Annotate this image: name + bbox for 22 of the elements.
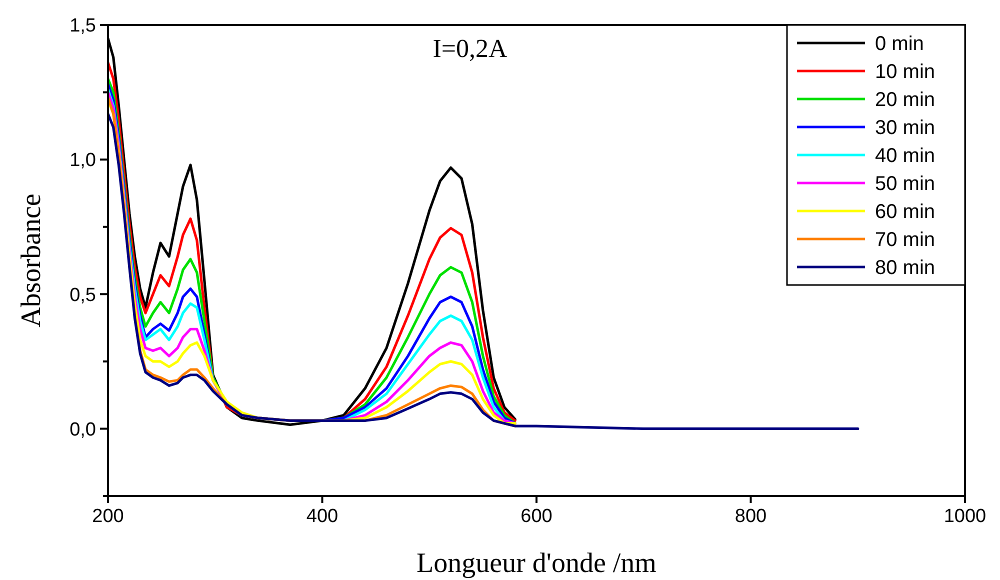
- line-series: [108, 112, 860, 430]
- legend-label: 30 min: [875, 117, 936, 139]
- x-tick-label: 600: [520, 506, 552, 527]
- x-tick-label: 200: [92, 506, 124, 527]
- y-tick-label: 0,0: [70, 419, 96, 440]
- y-tick-label: 0,5: [70, 284, 96, 306]
- legend-label: 10 min: [875, 61, 936, 83]
- x-tick-label: 400: [306, 506, 338, 527]
- chart-title: I=0,2A: [432, 34, 508, 63]
- legend-label: 40 min: [875, 145, 936, 167]
- legend-label: 60 min: [875, 201, 936, 223]
- y-axis-title: Absorbance: [16, 194, 47, 328]
- y-tick-label: 1,5: [70, 16, 96, 37]
- x-axis-title: Longueur d'onde /nm: [416, 548, 657, 579]
- legend-label: 20 min: [875, 89, 936, 111]
- x-tick-label: 800: [734, 506, 767, 527]
- legend-label: 50 min: [875, 173, 936, 195]
- y-tick-label: 1,0: [70, 150, 96, 172]
- legend-label: 70 min: [875, 229, 936, 251]
- legend-label: 0 min: [875, 33, 924, 55]
- legend-label: 80 min: [875, 257, 936, 279]
- x-tick-label: 1000: [944, 506, 986, 527]
